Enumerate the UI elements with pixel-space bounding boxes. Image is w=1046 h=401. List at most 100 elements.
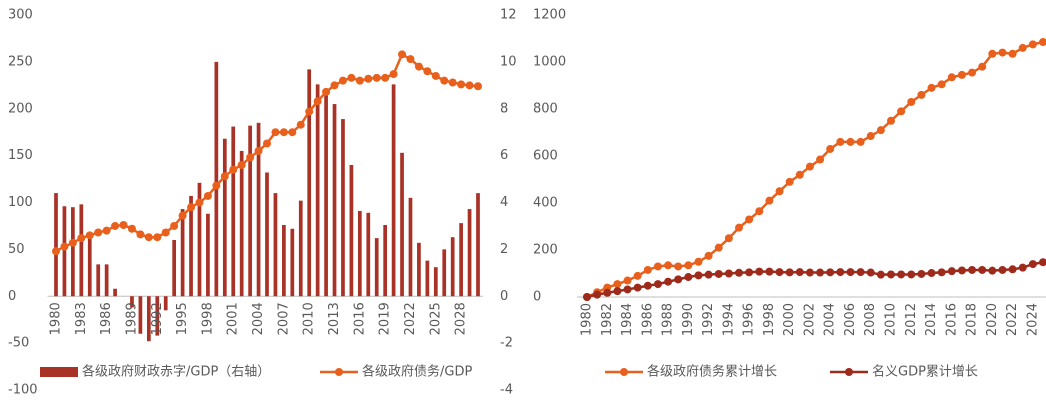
bar [130,296,134,308]
bar [214,61,219,297]
x-tick-label: 2000 [782,303,797,336]
marker [187,203,196,212]
x-tick-label: 1980 [580,303,595,336]
marker [364,74,373,83]
marker [714,243,723,252]
marker [957,266,966,275]
marker [1018,43,1027,52]
marker [805,268,814,277]
y-tick-label: 0 [533,290,541,305]
y-tick-label: 1200 [533,8,566,23]
marker [633,271,642,280]
x-tick-label: 1989 [124,302,139,335]
marker [347,73,356,82]
y2-tick-label: 10 [500,54,517,69]
marker [406,55,415,64]
y-tick-label: 200 [533,243,558,258]
marker [1039,258,1046,267]
marker [263,139,271,148]
marker [313,97,322,106]
marker [389,70,398,79]
x-tick-label: 2016 [944,303,959,336]
marker [664,261,673,270]
marker [704,251,713,260]
y2-tick-label: -2 [500,336,513,351]
legend-marker [620,368,628,376]
marker [153,233,162,242]
x-tick-label: 2002 [802,303,817,336]
marker [836,268,845,277]
x-tick-label: 2008 [863,303,878,336]
bar [349,165,354,297]
marker [947,267,956,276]
marker [431,71,440,80]
marker [623,285,632,294]
marker [927,83,936,92]
marker [440,76,449,85]
bar [54,193,58,297]
bar [113,288,117,297]
marker [254,146,263,155]
x-tick-label: 1980 [49,302,64,335]
marker [423,67,432,76]
marker [998,265,1007,274]
x-tick-label: 2016 [352,302,367,335]
marker [144,233,153,242]
x-tick-label: 1990 [681,303,696,336]
x-tick-label: 2010 [884,303,899,336]
marker [161,228,170,237]
marker [826,144,835,153]
bar [189,195,193,297]
bar [290,228,295,297]
marker [246,153,255,162]
marker [957,70,966,79]
bar [459,223,463,297]
y-tick-label: -50 [8,336,29,351]
y2-tick-label: -4 [500,383,513,398]
marker [724,234,733,243]
x-tick-label: 2018 [965,303,980,336]
marker [372,73,381,82]
marker [978,62,987,71]
marker [220,172,229,181]
marker [305,107,314,116]
bar [450,237,455,297]
marker [613,280,622,289]
x-tick-label: 1986 [640,303,655,336]
bar [433,267,438,297]
marker [907,270,916,279]
x-tick-label: 1992 [150,302,165,335]
x-tick-label: 1998 [200,302,215,335]
x-tick-label: 1983 [74,302,89,335]
bar [87,235,92,297]
bar [417,242,421,297]
marker [684,273,693,282]
legend-label: 各级政府财政赤字/GDP（右轴） [82,364,270,380]
marker [338,76,347,85]
bar [222,138,227,297]
bar [231,126,236,297]
x-tick-label: 2025 [428,302,443,335]
bar [172,240,177,297]
marker [724,269,733,278]
x-tick-label: 1984 [620,303,635,336]
legend-label: 各级政府债务累计增长 [647,364,777,380]
bar [374,238,379,297]
x-tick-label: 2014 [924,303,939,336]
legend-label: 名义GDP累计增长 [872,364,978,380]
y2-tick-label: 6 [500,148,508,163]
marker [653,280,662,289]
marker [745,215,754,224]
marker [674,262,683,271]
y-tick-label: 300 [8,8,33,23]
marker [279,128,288,137]
marker [856,137,865,146]
x-tick-label: 2004 [251,302,266,335]
marker [846,268,855,277]
bar [476,193,480,297]
marker [816,268,825,277]
marker [978,265,987,274]
marker [1039,38,1046,47]
marker [271,128,280,137]
marker [127,224,136,233]
